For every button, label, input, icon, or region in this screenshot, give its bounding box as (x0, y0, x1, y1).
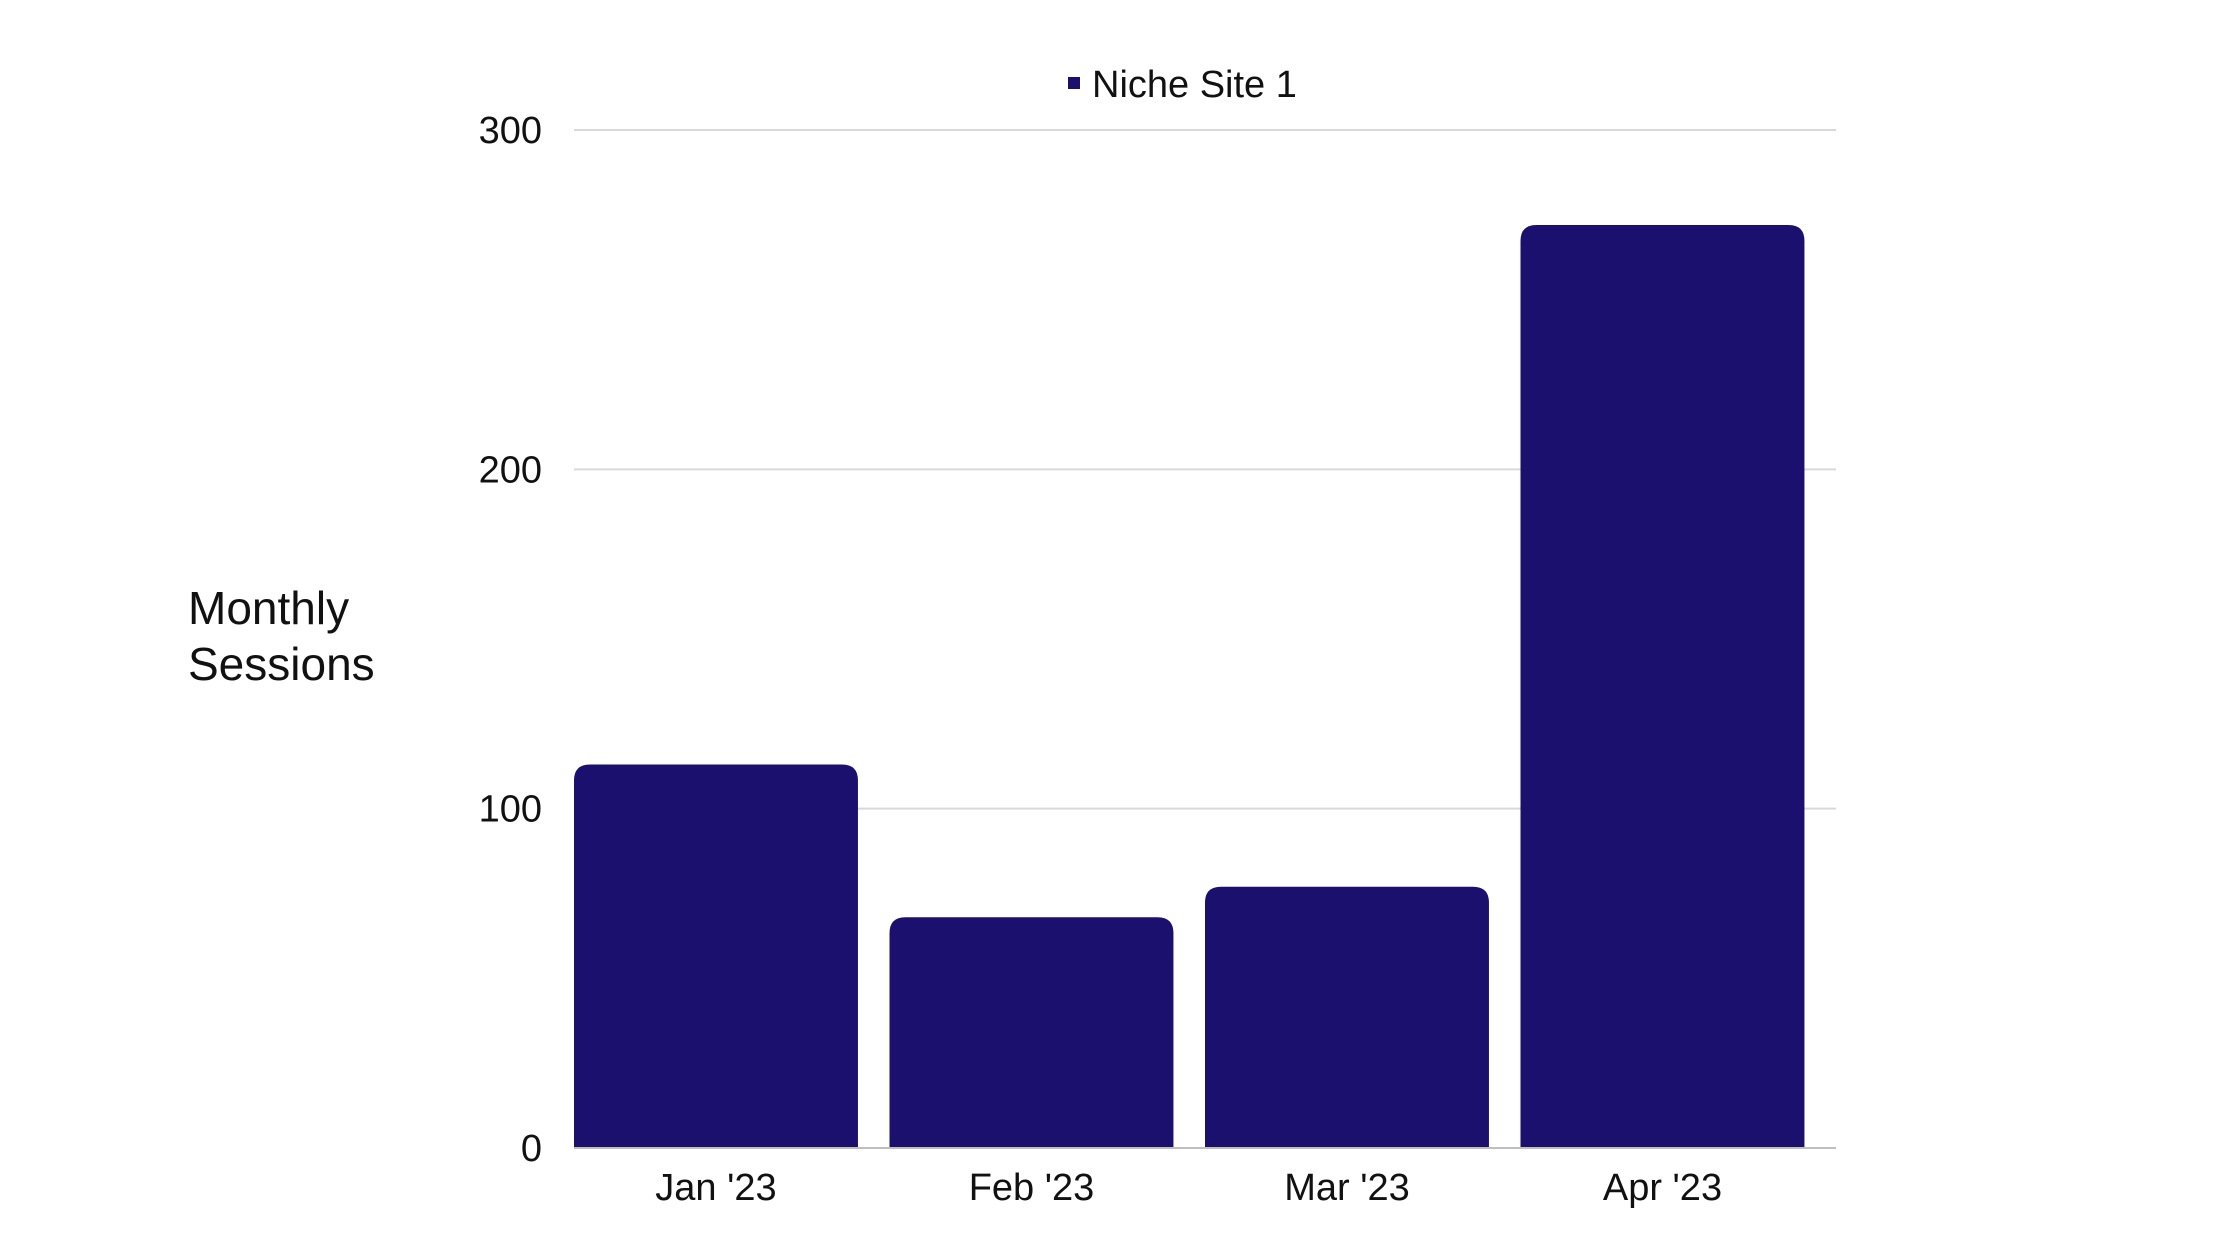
legend-label: Niche Site 1 (1092, 64, 1297, 106)
y-tick-label: 100 (479, 789, 542, 831)
y-tick-label: 300 (479, 110, 542, 152)
x-tick-label: Mar '23 (1284, 1167, 1410, 1209)
y-axis-title-line: Monthly (188, 582, 349, 634)
legend-swatch (1068, 77, 1080, 89)
x-tick-label: Feb '23 (969, 1167, 1095, 1209)
legend: Niche Site 1 (1068, 64, 1297, 106)
bar (889, 917, 1174, 1148)
bar (574, 764, 858, 1148)
bars (574, 225, 1805, 1149)
x-tick-label: Jan '23 (655, 1167, 776, 1209)
y-tick-label: 200 (479, 449, 542, 491)
y-axis-title-line: Sessions (188, 638, 375, 690)
bar (1205, 886, 1489, 1148)
x-tick-label: Apr '23 (1603, 1167, 1722, 1209)
y-tick-label: 0 (521, 1128, 542, 1170)
y-axis-title: Monthly Sessions (188, 582, 375, 690)
bar (1520, 225, 1805, 1149)
axes: 0 100 200 300 Jan '23 Feb '23 Mar '23 Apr '23 (479, 110, 1836, 1209)
